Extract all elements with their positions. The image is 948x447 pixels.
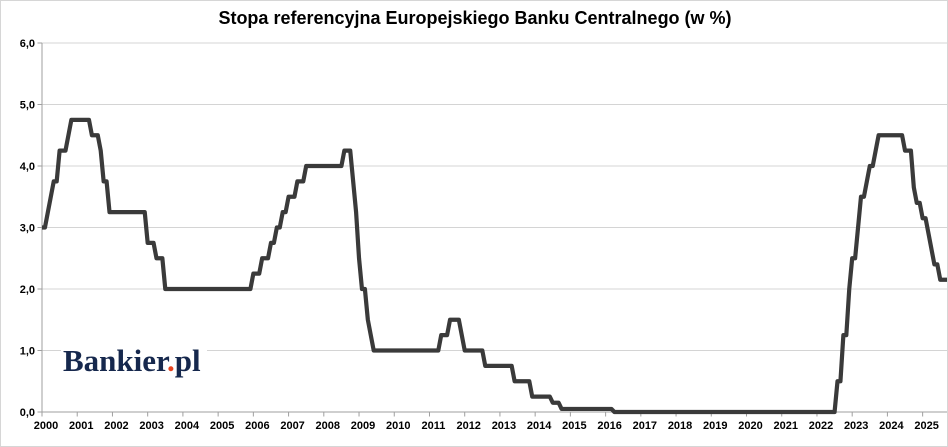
x-axis-tick-label: 2000 <box>34 420 58 432</box>
x-axis-tick-label: 2009 <box>351 420 375 432</box>
x-axis-tick-label: 2011 <box>422 420 446 432</box>
y-axis-tick-label: 4,0 <box>20 161 35 173</box>
rate-line-series <box>42 117 947 415</box>
x-axis-tick-label: 2020 <box>738 420 762 432</box>
x-axis-tick-label: 2018 <box>668 420 692 432</box>
x-axis-tick-label: 2006 <box>245 420 269 432</box>
x-axis-tick-label: 2022 <box>809 420 833 432</box>
x-axis-tick-label: 2015 <box>562 420 586 432</box>
x-axis-tick-label: 2013 <box>492 420 516 432</box>
logo-text-main: Bankier <box>63 343 167 378</box>
x-axis-tick-label: 2008 <box>316 420 340 432</box>
x-axis-tick-label: 2002 <box>104 420 128 432</box>
y-axis-tick-label: 0,0 <box>20 407 35 419</box>
x-axis-tick-label: 2007 <box>280 420 304 432</box>
y-axis-tick-label: 3,0 <box>20 223 35 235</box>
x-axis-tick-label: 2001 <box>69 420 93 432</box>
x-axis-tick-label: 2014 <box>527 420 552 432</box>
x-axis-tick-label: 2004 <box>175 420 200 432</box>
x-axis-tick-label: 2023 <box>844 420 868 432</box>
x-axis-tick-label: 2024 <box>879 420 904 432</box>
x-axis-tick-label: 2005 <box>210 420 234 432</box>
y-axis-tick-label: 6,0 <box>20 38 35 50</box>
y-axis-tick-label: 1,0 <box>20 346 35 358</box>
x-axis-tick-label: 2003 <box>139 420 163 432</box>
logo-dot: . <box>166 343 175 378</box>
x-axis-tick-label: 2012 <box>456 420 480 432</box>
logo-text-suffix: pl <box>174 343 201 378</box>
y-axis-tick-label: 2,0 <box>20 284 35 296</box>
bankier-logo: Bankier.pl <box>61 343 207 378</box>
x-axis-tick-label: 2025 <box>914 420 938 432</box>
x-axis-tick-label: 2010 <box>386 420 410 432</box>
x-axis-tick-label: 2016 <box>597 420 621 432</box>
x-axis-tick-label: 2021 <box>773 420 797 432</box>
y-axis-tick-label: 5,0 <box>20 100 35 112</box>
x-axis-tick-label: 2017 <box>633 420 657 432</box>
chart-title: Stopa referencyjna Europejskiego Banku C… <box>218 8 732 28</box>
x-axis-tick-label: 2019 <box>703 420 727 432</box>
